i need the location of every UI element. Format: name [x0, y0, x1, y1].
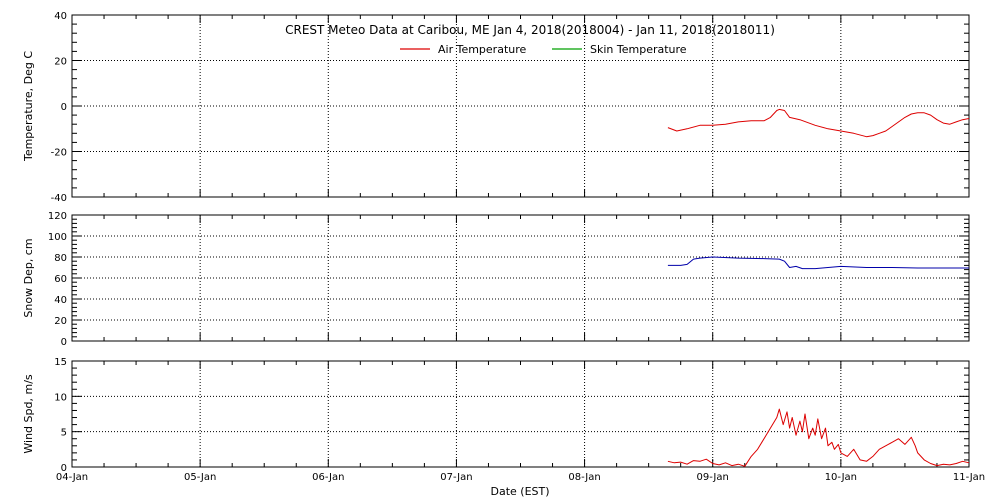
y-tick-label: -40 [51, 193, 67, 204]
y-tick-label: 20 [54, 57, 67, 68]
x-axis-title: Date (EST) [490, 485, 549, 498]
y-tick-label: 0 [61, 337, 67, 348]
series-line-0-0 [667, 108, 970, 138]
y-tick-label: 5 [61, 428, 67, 439]
y-tick-label: 40 [54, 295, 67, 306]
y-axis-title: Temperature, Deg C [22, 51, 35, 162]
x-tick-label: 09-Jan [697, 472, 729, 483]
x-tick-label: 07-Jan [440, 472, 472, 483]
series-line-1-0 [667, 256, 969, 270]
chart-panels: -40 -20 0 20 40 Temperature, Deg C 0 20 40 60 80 10… [22, 11, 985, 483]
panel-0: -40 -20 0 20 40 Temperature, Deg C [22, 11, 970, 204]
y-axis-title: Snow Dep, cm [22, 238, 35, 317]
y-tick-label: 0 [61, 102, 67, 113]
y-tick-label: 0 [61, 463, 67, 474]
chart-title: CREST Meteo Data at Caribou, ME Jan 4, 2… [285, 23, 775, 37]
x-tick-label: 11-Jan [953, 472, 985, 483]
y-tick-label: 60 [54, 274, 67, 285]
x-tick-label: 04-Jan [56, 472, 88, 483]
y-tick-label: 40 [54, 11, 67, 22]
y-tick-label: -20 [51, 148, 67, 159]
y-tick-label: 20 [54, 316, 67, 327]
panel-2: 0 5 10 15 Wind Spd, m/s 04-Jan 05-Jan 06-Jan 07-… [22, 357, 985, 483]
y-tick-label: 100 [48, 232, 67, 243]
panel-frame [71, 14, 970, 198]
x-tick-label: 05-Jan [184, 472, 216, 483]
y-tick-label: 120 [48, 211, 67, 222]
x-tick-label: 10-Jan [825, 472, 857, 483]
y-axis-title: Wind Spd, m/s [22, 374, 35, 454]
x-tick-label: 06-Jan [312, 472, 344, 483]
legend-label-skin-temperature: Skin Temperature [590, 43, 687, 56]
panel-1: 0 20 40 60 80 100 120 Snow Dep, cm [22, 211, 970, 348]
panel-frame [71, 360, 970, 468]
y-tick-label: 10 [54, 392, 67, 403]
y-tick-label: 15 [54, 357, 67, 368]
x-tick-label: 08-Jan [568, 472, 600, 483]
chart-legend: Air Temperature Skin Temperature [400, 43, 687, 56]
panel-frame [71, 214, 970, 342]
series-line-2-0 [667, 408, 970, 467]
y-tick-label: 80 [54, 253, 67, 264]
legend-label-air-temperature: Air Temperature [438, 43, 527, 56]
